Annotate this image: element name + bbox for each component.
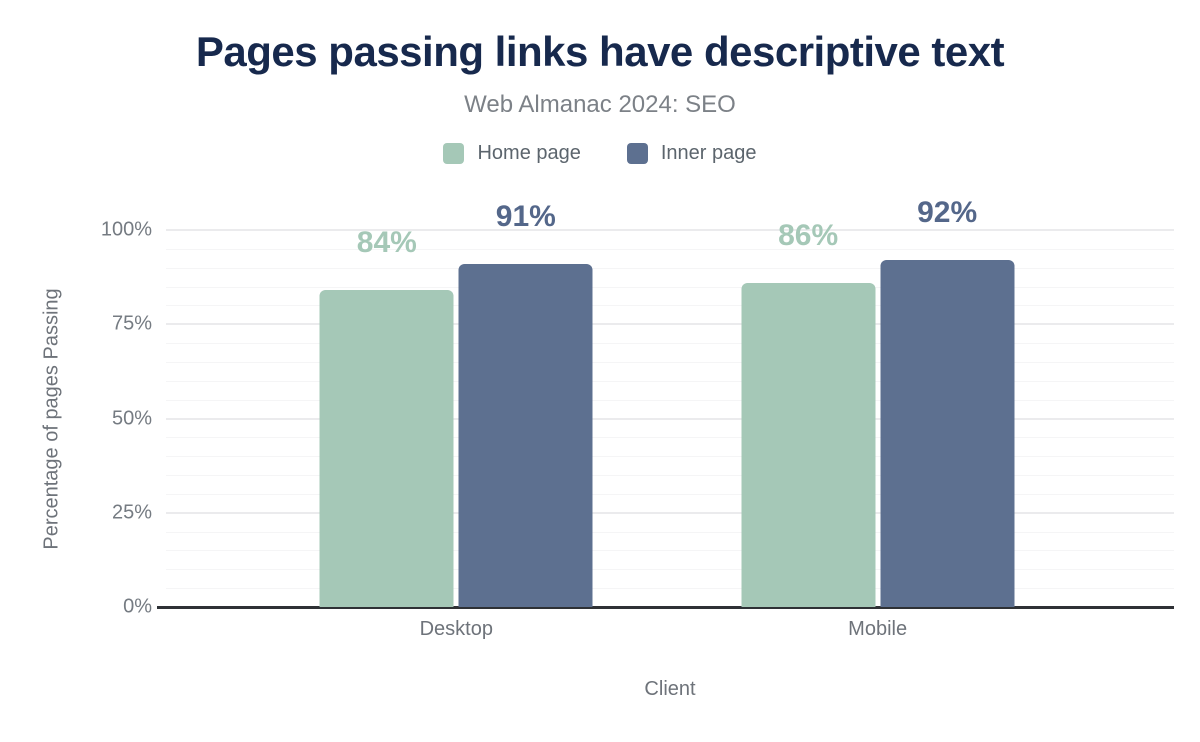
minor-gridline — [166, 569, 1174, 571]
bar-value-label: 91% — [495, 199, 556, 233]
y-tick-label: 75% — [111, 312, 152, 335]
bar-desktop-inner-page: 91% — [458, 200, 593, 607]
legend-label: Inner page — [660, 142, 757, 164]
y-tick-label: 25% — [111, 501, 152, 524]
legend-item-inner-page: Inner page — [626, 142, 757, 165]
minor-gridline — [166, 343, 1174, 345]
x-axis-line — [157, 606, 1174, 609]
minor-gridline — [166, 456, 1174, 458]
x-category-label-mobile: Mobile — [848, 618, 908, 640]
minor-gridline — [166, 493, 1174, 495]
minor-gridline — [166, 380, 1174, 382]
minor-gridline — [166, 305, 1174, 307]
minor-gridline — [166, 248, 1174, 250]
minor-gridline — [166, 588, 1174, 590]
minor-gridline — [166, 475, 1174, 477]
bar-value-label: 84% — [356, 226, 417, 260]
minor-gridline — [166, 531, 1174, 533]
bar-value-label: 92% — [917, 196, 978, 230]
major-gridline — [166, 511, 1174, 514]
bar-mobile-home-page: 86% — [741, 219, 876, 607]
y-tick-label: 50% — [111, 407, 152, 429]
bar-mobile-inner-page: 92% — [880, 196, 1015, 607]
legend-item-home-page: Home page — [443, 142, 581, 165]
x-axis-title: Client — [644, 678, 696, 700]
bar-group-mobile: 86% 92% — [741, 196, 1015, 607]
major-gridline — [166, 417, 1174, 420]
bar-desktop-home-page: 84% — [319, 226, 454, 607]
chart-subtitle: Web Almanac 2024: SEO — [464, 91, 736, 118]
y-tick-label: 100% — [100, 218, 152, 241]
minor-gridline — [166, 437, 1174, 439]
bar-value-label: 86% — [778, 218, 839, 252]
minor-gridline — [166, 286, 1174, 288]
chart-title: Pages passing links have descriptive tex… — [195, 28, 1005, 75]
minor-gridline — [166, 550, 1174, 552]
legend-label: Home page — [477, 142, 581, 164]
legend-swatch-icon — [626, 143, 648, 164]
minor-gridline — [166, 399, 1174, 401]
x-category-label-desktop: Desktop — [419, 618, 493, 640]
bar-group-desktop: 84% 91% — [319, 200, 593, 607]
y-tick-label: 0% — [123, 595, 152, 618]
plot-area: 0% 25% 50% 75% 100% 84% 91% 86% 92% — [101, 196, 1174, 618]
legend: Home page Inner page — [0, 142, 1200, 165]
minor-gridline — [166, 267, 1174, 269]
major-gridline — [166, 323, 1174, 326]
legend-swatch-icon — [443, 143, 465, 164]
major-gridline — [166, 229, 1174, 231]
minor-gridline — [166, 361, 1174, 363]
